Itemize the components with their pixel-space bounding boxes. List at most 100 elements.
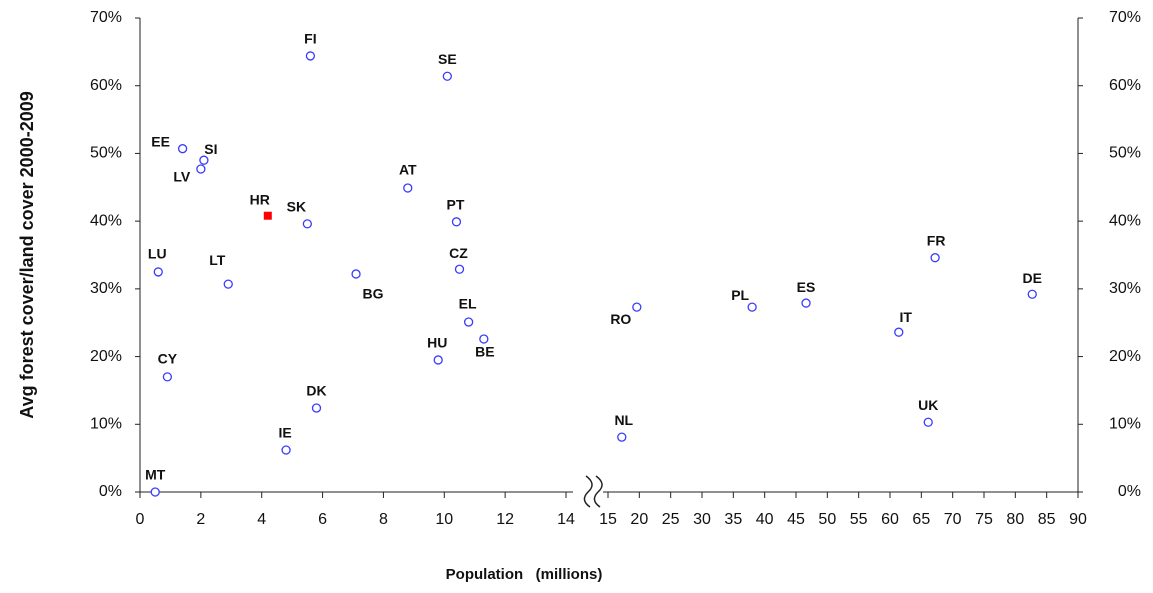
point xyxy=(150,487,160,497)
point xyxy=(454,264,465,274)
x-tick-label: 80 xyxy=(1006,511,1024,528)
x-tick-label: 2 xyxy=(196,511,205,528)
point-label: UK xyxy=(918,397,938,413)
y-tick-label: 50% xyxy=(90,145,122,162)
x-tick-label: 55 xyxy=(850,511,868,528)
x-tick-label: 12 xyxy=(496,511,514,528)
point-label: EE xyxy=(151,133,170,149)
y-tick-label: 0% xyxy=(99,483,122,500)
axis-break xyxy=(583,475,593,508)
y2-tick-label: 70% xyxy=(1109,9,1141,26)
y2-tick-label: 40% xyxy=(1109,212,1141,229)
x-tick-label: 30 xyxy=(693,511,711,528)
point xyxy=(930,253,940,263)
y-tick-label: 20% xyxy=(90,348,122,365)
point xyxy=(747,302,757,312)
x-tick-label: 10 xyxy=(435,511,453,528)
point-label: SI xyxy=(204,141,217,157)
y2-tick-label: 50% xyxy=(1109,145,1141,162)
y2-tick-label: 20% xyxy=(1109,348,1141,365)
point xyxy=(617,432,627,442)
point-label: SK xyxy=(287,199,306,215)
point-label: NL xyxy=(614,412,633,428)
y-tick-label: 40% xyxy=(90,212,122,229)
point-label: DK xyxy=(306,383,326,399)
point xyxy=(311,403,322,413)
point xyxy=(196,164,206,174)
point xyxy=(177,144,188,154)
x-tick-label: 75 xyxy=(975,511,993,528)
point-label: LV xyxy=(173,169,191,185)
y-tick-label: 70% xyxy=(90,9,122,26)
point xyxy=(153,267,163,277)
x-tick-label: 15 xyxy=(599,511,617,528)
point xyxy=(1027,289,1037,299)
x-tick-label: 6 xyxy=(318,511,327,528)
point xyxy=(403,183,413,193)
y-tick-label: 60% xyxy=(90,77,122,94)
point-label: SE xyxy=(438,51,457,67)
x-tick-label: 65 xyxy=(912,511,930,528)
point-label: IT xyxy=(900,309,913,325)
y2-tick-label: 30% xyxy=(1109,280,1141,297)
point xyxy=(302,219,313,229)
x-tick-label: 45 xyxy=(787,511,805,528)
point xyxy=(305,51,316,61)
point-label: FI xyxy=(304,31,316,47)
point-label: MT xyxy=(145,467,166,483)
y-tick-label: 10% xyxy=(90,416,122,433)
y-tick-label: 30% xyxy=(90,280,122,297)
x-tick-label: 60 xyxy=(881,511,899,528)
x-tick-label: 90 xyxy=(1069,511,1087,528)
x-tick-label: 0 xyxy=(136,511,145,528)
point-label: PT xyxy=(447,197,465,213)
point-label: ES xyxy=(797,279,816,295)
point-label: LU xyxy=(148,246,167,262)
point-label: RO xyxy=(610,311,631,327)
point-label: PL xyxy=(731,287,749,303)
x-tick-label: 25 xyxy=(662,511,680,528)
y2-tick-label: 10% xyxy=(1109,416,1141,433)
point xyxy=(801,298,811,308)
y2-tick-label: 0% xyxy=(1118,483,1141,500)
point-label: CY xyxy=(158,351,178,367)
x-tick-label: 20 xyxy=(630,511,648,528)
axis-break xyxy=(593,475,603,508)
point xyxy=(451,217,462,227)
x-tick-label: 40 xyxy=(756,511,774,528)
x-tick-label: 50 xyxy=(818,511,836,528)
point xyxy=(162,372,173,382)
x-tick-label: 70 xyxy=(944,511,962,528)
y2-tick-label: 60% xyxy=(1109,77,1141,94)
point-label: IE xyxy=(278,425,291,441)
y-axis-label: Avg forest cover/land cover 2000-2009 xyxy=(17,91,37,419)
point xyxy=(281,445,291,455)
point-label: CZ xyxy=(449,245,468,261)
x-tick-label: 4 xyxy=(257,511,266,528)
point-label: HR xyxy=(250,191,270,207)
point xyxy=(632,302,642,312)
point-label: DE xyxy=(1023,270,1042,286)
point xyxy=(199,155,209,165)
point xyxy=(463,317,474,327)
point-label: LT xyxy=(209,252,226,268)
point xyxy=(263,211,272,220)
x-tick-label: 85 xyxy=(1038,511,1056,528)
x-tick-label: 8 xyxy=(379,511,388,528)
point xyxy=(433,355,443,365)
x-tick-label: 14 xyxy=(557,511,575,528)
point xyxy=(923,417,933,427)
x-axis-label: Population (millions) xyxy=(446,566,603,583)
point-label: BE xyxy=(475,344,494,360)
point-label: FR xyxy=(927,232,946,248)
point xyxy=(223,279,233,289)
point xyxy=(479,334,489,344)
x-tick-label: 35 xyxy=(724,511,742,528)
point-label: EL xyxy=(459,296,477,312)
point xyxy=(442,71,452,81)
point-label: AT xyxy=(399,162,417,178)
point xyxy=(351,269,361,279)
point xyxy=(894,327,904,337)
point-label: HU xyxy=(427,335,447,351)
